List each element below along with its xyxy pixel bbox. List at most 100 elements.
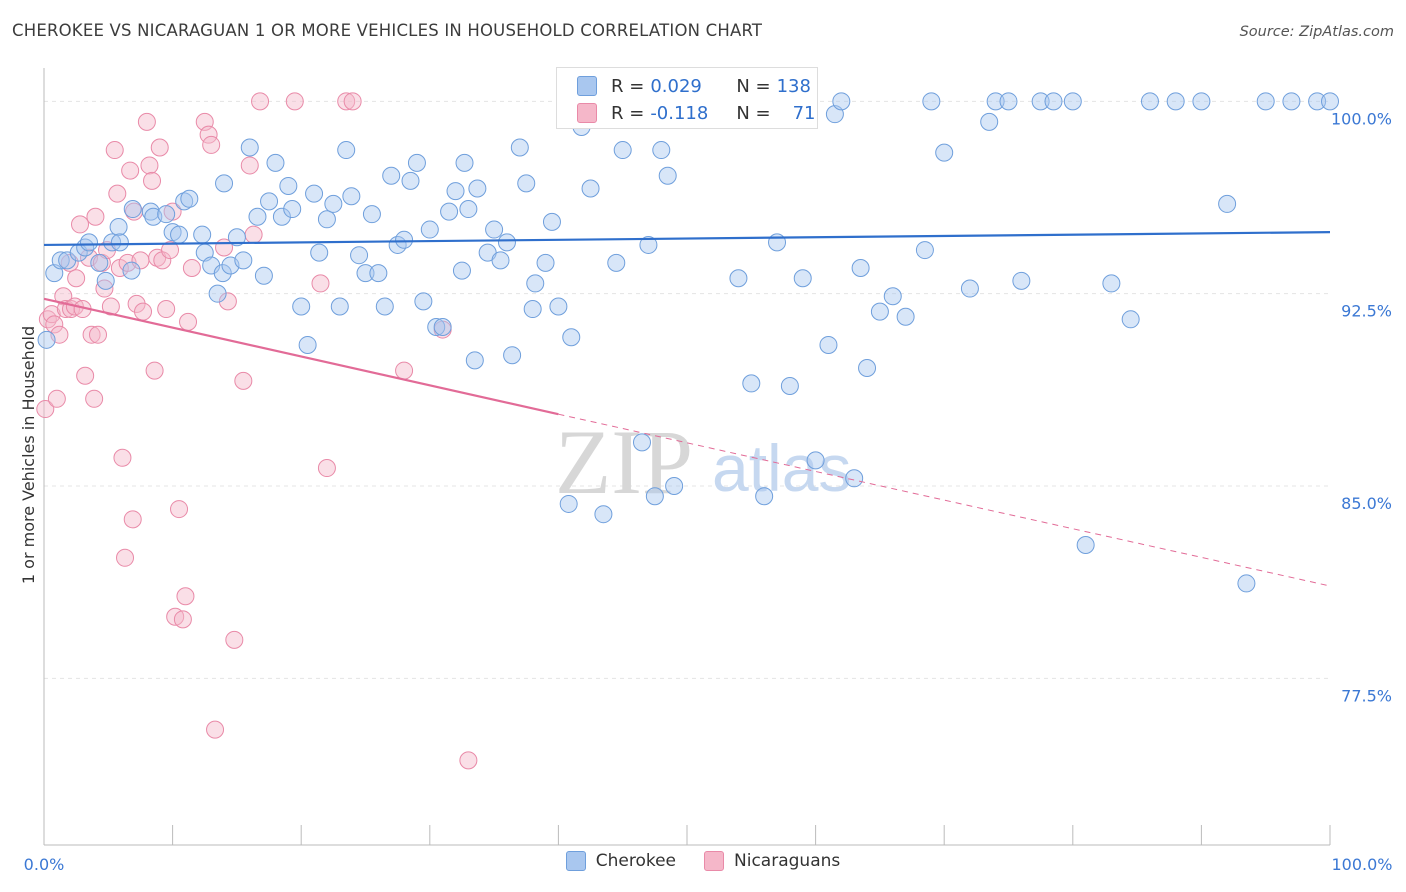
cherokee-point	[729, 269, 748, 288]
cherokee-point	[369, 264, 388, 283]
cherokee-point	[503, 346, 522, 365]
cherokee-point	[356, 264, 375, 283]
cherokee-point	[465, 351, 484, 370]
cherokee-point	[665, 476, 684, 495]
cherokee-point	[433, 318, 452, 336]
nicaraguans-point	[116, 548, 135, 567]
nicaraguans-point	[150, 138, 169, 157]
cherokee-point	[324, 194, 343, 213]
nicaraguans-point	[157, 300, 176, 319]
legend-row-nicaraguans: R = -0.118 N = 71	[577, 100, 816, 126]
cherokee-point	[272, 207, 291, 226]
cherokee-point	[658, 166, 677, 185]
cherokee-point	[1237, 574, 1256, 593]
grid-lines	[44, 100, 1330, 679]
nicaraguans-point	[101, 297, 120, 316]
nicaraguans-point	[86, 207, 105, 226]
series-legend: Cherokee Nicaraguans	[0, 851, 1406, 871]
r-value: -0.118	[650, 102, 709, 124]
cherokee-point	[213, 264, 232, 283]
legend-item-cherokee[interactable]: Cherokee	[565, 851, 676, 871]
cherokee-point	[122, 261, 141, 280]
cherokee-point	[819, 335, 838, 354]
nicaraguans-point	[251, 92, 270, 111]
cherokee-point	[999, 92, 1018, 111]
nicaraguans-swatch	[704, 851, 725, 871]
nicaraguans-point	[85, 389, 104, 408]
cherokee-point	[123, 200, 142, 219]
nicaraguans-point	[36, 400, 55, 419]
nicaraguans-point	[134, 302, 153, 321]
cherokee-point	[1256, 92, 1275, 111]
cherokee-point	[652, 141, 671, 160]
nicaraguans-points	[36, 92, 478, 770]
cherokee-point	[1102, 274, 1121, 293]
nicaraguans-point	[45, 315, 64, 334]
cherokee-point	[414, 292, 433, 311]
cherokee-point	[248, 207, 267, 226]
nicaraguans-point	[173, 610, 192, 629]
cherokee-point	[103, 233, 122, 252]
cherokee-point	[523, 300, 542, 319]
cherokee-point	[193, 225, 212, 244]
cherokee-point	[549, 297, 568, 316]
cherokee-point	[317, 210, 336, 229]
cherokee-point	[292, 297, 311, 316]
cherokee-point	[266, 153, 285, 172]
cherokee-point	[526, 274, 545, 293]
cherokee-point	[742, 374, 761, 393]
nicaraguans-point	[47, 389, 66, 408]
cherokee-point	[755, 487, 774, 506]
cherokee-point	[401, 171, 420, 190]
nicaraguans-point	[153, 251, 172, 270]
cherokee-point	[960, 279, 979, 298]
cherokee-point	[858, 359, 877, 378]
cherokee-point	[407, 153, 426, 172]
cherokee-point	[175, 192, 194, 211]
cherokee-point	[1321, 92, 1339, 111]
cherokee-point	[1218, 194, 1237, 213]
watermark-atlas: atlas	[712, 431, 851, 505]
nicaraguans-point	[143, 171, 162, 190]
cherokee-point	[1192, 92, 1211, 111]
cherokee-point	[980, 112, 999, 131]
legend-row-cherokee: R = 0.029 N = 138	[577, 73, 811, 99]
cherokee-point	[170, 225, 189, 244]
cherokee-swatch	[577, 76, 597, 96]
cherokee-point	[227, 228, 246, 247]
cherokee-point	[986, 92, 1005, 111]
cherokee-point	[491, 251, 510, 270]
cherokee-point	[395, 230, 414, 249]
nicaraguans-point	[76, 366, 95, 385]
cherokee-point	[607, 253, 626, 272]
cherokee-point	[922, 92, 941, 111]
nicaraguans-point	[234, 371, 253, 390]
cherokee-point	[632, 433, 651, 452]
cherokee-point	[562, 328, 581, 347]
cherokee-point	[497, 233, 516, 252]
cherokee-point	[832, 92, 851, 111]
cherokee-point	[80, 233, 99, 252]
cherokee-point	[915, 241, 934, 260]
cherokee-point	[180, 189, 199, 208]
nicaraguans-point	[113, 448, 132, 467]
cherokee-point	[468, 179, 487, 198]
nicaraguans-trend-line	[43, 297, 559, 416]
cherokee-point	[254, 266, 273, 285]
cherokee-point	[768, 233, 787, 252]
cherokee-point	[935, 143, 954, 162]
cherokee-point	[342, 187, 361, 206]
nicaraguans-point	[105, 141, 124, 160]
chart-title: CHEROKEE VS NICARAGUAN 1 OR MORE VEHICLE…	[12, 21, 763, 40]
cherokee-point	[870, 302, 889, 321]
cherokee-point	[1044, 92, 1063, 111]
nicaraguans-point	[170, 500, 189, 519]
nicaraguans-point	[337, 92, 356, 111]
cherokee-point	[542, 212, 561, 231]
cherokee-point	[851, 259, 870, 278]
cherokee-point	[780, 376, 799, 395]
legend-item-nicaraguans[interactable]: Nicaraguans	[704, 851, 840, 871]
cherokee-point	[240, 138, 259, 157]
cherokee-point	[157, 205, 176, 224]
